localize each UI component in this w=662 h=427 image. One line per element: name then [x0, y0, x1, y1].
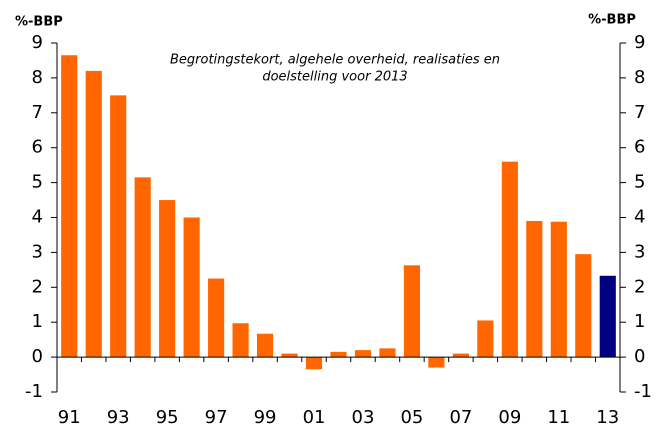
y2-tick-label: 8: [634, 67, 645, 88]
y-tick-label: 5: [32, 172, 43, 193]
y2-tick-label: 4: [634, 207, 645, 228]
bar: [379, 348, 396, 358]
y-tick-label: 7: [32, 102, 43, 123]
bar: [208, 278, 225, 358]
bar: [110, 95, 127, 358]
y-tick-label: 0: [32, 346, 43, 367]
x-tick-label: 05: [400, 407, 423, 427]
bar: [183, 217, 200, 358]
x-tick-label: 07: [449, 407, 472, 427]
bar: [281, 353, 298, 358]
y-tick-label: 3: [32, 241, 43, 262]
bar: [403, 265, 421, 358]
y2-tick-label: 1: [634, 311, 645, 332]
y-tick-label: -1: [25, 381, 43, 402]
y-tick-label: 2: [32, 276, 43, 297]
x-tick-label: 09: [498, 407, 521, 427]
bar: [599, 275, 616, 358]
y-tick-label: 9: [32, 32, 43, 53]
bar: [330, 351, 347, 358]
y-tick-label: 4: [32, 207, 43, 228]
y-axis-label: %-BBP: [15, 15, 63, 30]
bar: [575, 254, 592, 358]
x-tick-label: 11: [547, 407, 570, 427]
y-tick-label: 6: [32, 137, 43, 158]
bar: [159, 200, 176, 358]
y2-tick-label: 2: [634, 276, 645, 297]
x-tick-label: 95: [156, 407, 179, 427]
bar: [354, 350, 372, 358]
y-tick-label: 1: [32, 311, 43, 332]
y2-tick-label: -1: [634, 381, 652, 402]
x-tick-label: 03: [352, 407, 375, 427]
bar: [550, 221, 567, 358]
x-tick-label: 97: [205, 407, 228, 427]
y2-tick-label: 9: [634, 32, 645, 53]
x-tick-label: 13: [596, 407, 619, 427]
x-tick-label: 01: [303, 407, 326, 427]
bar: [85, 70, 102, 358]
y2-tick-label: 3: [634, 241, 645, 262]
bar: [452, 353, 469, 358]
chart-title: doelstelling voor 2013: [262, 70, 407, 85]
x-tick-label: 93: [107, 407, 130, 427]
bar: [134, 177, 151, 358]
bar: [61, 55, 78, 358]
y2-tick-label: 5: [634, 172, 645, 193]
y2-tick-label: 7: [634, 102, 645, 123]
x-tick-label: 99: [254, 407, 277, 427]
bar: [501, 161, 518, 358]
y-tick-label: 8: [32, 67, 43, 88]
bar: [428, 357, 445, 368]
bar: [232, 323, 249, 358]
chart-title: Begrotingstekort, algehele overheid, rea…: [170, 53, 500, 68]
bar: [256, 333, 274, 358]
bar: [526, 220, 543, 358]
y2-tick-label: 6: [634, 137, 645, 158]
bar: [477, 320, 494, 358]
x-tick-label: 91: [58, 407, 81, 427]
bar: [305, 357, 323, 370]
y2-axis-label: %-BBP: [588, 13, 636, 28]
y2-tick-label: 0: [634, 346, 645, 367]
